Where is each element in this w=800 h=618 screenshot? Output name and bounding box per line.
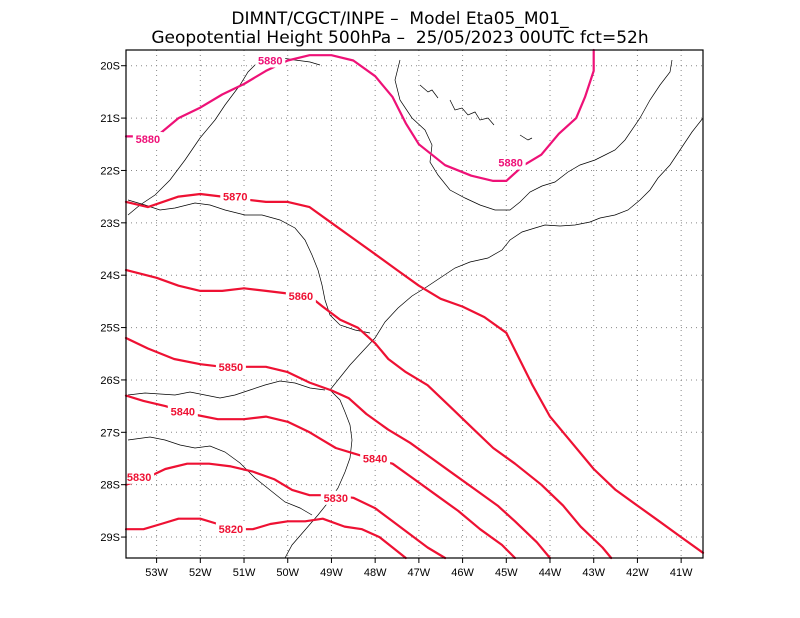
x-tick-label: 51W bbox=[233, 567, 256, 579]
contour-label-5880: 5880 bbox=[498, 158, 522, 170]
y-axis: 20S 21S 22S 23S 24S 25S 26S 27S 28S 29S bbox=[100, 61, 126, 544]
contour-label-5830: 5830 bbox=[127, 472, 151, 484]
contour-label-bg bbox=[285, 289, 316, 304]
contour-label-bg bbox=[495, 155, 526, 170]
contour-line-5850 bbox=[124, 336, 552, 560]
contour-label-5870: 5870 bbox=[223, 192, 247, 204]
state-border bbox=[127, 380, 326, 399]
x-tick-label: 50W bbox=[276, 567, 299, 579]
coastline-map bbox=[127, 57, 704, 559]
y-tick-label: 25S bbox=[100, 323, 120, 335]
contour-label-bg bbox=[215, 522, 246, 537]
contour-line-5860 bbox=[124, 268, 613, 560]
state-border bbox=[127, 199, 371, 334]
x-tick-label: 47W bbox=[408, 567, 431, 579]
state-border bbox=[127, 436, 313, 516]
contour-label-bg bbox=[167, 404, 198, 419]
x-tick-label: 49W bbox=[320, 567, 343, 579]
contour-label-5880: 5880 bbox=[258, 55, 282, 67]
y-tick-label: 27S bbox=[100, 427, 120, 439]
contour-lines bbox=[124, 48, 705, 560]
x-axis: 53W 52W 51W 50W 49W 48W 47W 46W 45W 44W 43W 42W 41W bbox=[145, 558, 693, 579]
x-tick-label: 46W bbox=[451, 567, 474, 579]
y-tick-label: 24S bbox=[100, 270, 120, 282]
contour-line-5870 bbox=[124, 192, 705, 554]
y-tick-label: 21S bbox=[100, 113, 120, 125]
chart-title-line1: DIMNT/CGCT/INPE – Model Eta05_M01_ bbox=[231, 9, 569, 29]
x-tick-label: 42W bbox=[626, 567, 649, 579]
contour-line-5880 bbox=[124, 48, 595, 182]
reservoir-lines bbox=[419, 84, 533, 141]
contour-labels: 5880 5880 5880 5870 5860 5850 5840 5840 5830 5830… bbox=[124, 53, 526, 537]
x-tick-label: 43W bbox=[582, 567, 605, 579]
contour-label-bg bbox=[320, 490, 351, 505]
y-tick-label: 20S bbox=[100, 61, 120, 73]
coastline bbox=[329, 117, 704, 391]
map-frame bbox=[125, 49, 704, 559]
x-tick-label: 45W bbox=[495, 567, 518, 579]
contour-label-5820: 5820 bbox=[219, 524, 243, 536]
y-tick-label: 29S bbox=[100, 532, 120, 544]
contour-label-5840: 5840 bbox=[171, 406, 195, 418]
chart-title-line2: Geopotential Height 500hPa – 25/05/2023 … bbox=[151, 28, 648, 48]
contour-label-bg bbox=[124, 469, 155, 484]
contour-line-5820 bbox=[124, 517, 407, 560]
y-tick-label: 23S bbox=[100, 218, 120, 230]
contour-label-bg bbox=[220, 189, 251, 204]
contour-label-bg bbox=[132, 132, 163, 147]
x-tick-label: 53W bbox=[145, 567, 168, 579]
contour-label-5860: 5860 bbox=[289, 291, 313, 303]
y-tick-label: 22S bbox=[100, 165, 120, 177]
contour-label-bg bbox=[360, 451, 391, 466]
x-tick-label: 52W bbox=[189, 567, 212, 579]
contour-label-bg bbox=[255, 53, 286, 68]
map-gridlines bbox=[126, 50, 703, 558]
contour-label-5840: 5840 bbox=[363, 453, 387, 465]
state-border bbox=[394, 59, 673, 211]
y-tick-label: 26S bbox=[100, 375, 120, 387]
state-border bbox=[127, 57, 321, 216]
x-tick-label: 44W bbox=[539, 567, 562, 579]
contour-label-5830: 5830 bbox=[324, 493, 348, 505]
contour-label-5850: 5850 bbox=[219, 362, 243, 374]
contour-line-5830 bbox=[124, 462, 447, 560]
contour-label-bg bbox=[215, 359, 246, 374]
contour-label-5880: 5880 bbox=[136, 134, 160, 146]
coastline-south bbox=[284, 389, 353, 559]
x-tick-label: 41W bbox=[670, 567, 693, 579]
x-tick-label: 48W bbox=[364, 567, 387, 579]
y-tick-label: 28S bbox=[100, 480, 120, 492]
